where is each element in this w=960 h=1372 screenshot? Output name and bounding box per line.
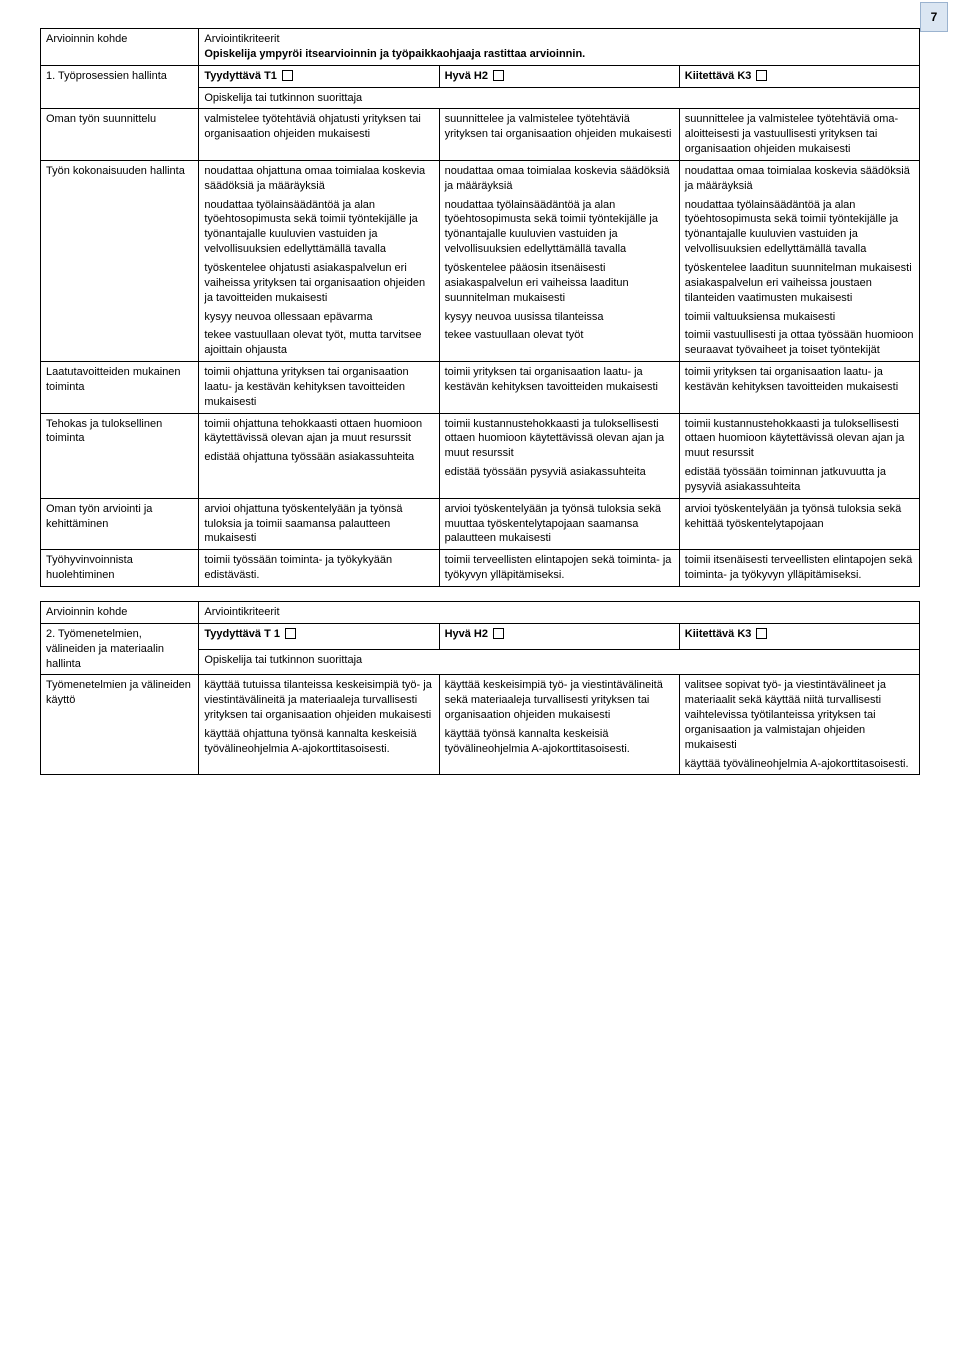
cell-t1: toimii ohjattuna tehokkaasti ottaen huom… — [199, 413, 439, 498]
table-row: Työhyvinvoinnista huolehtiminen toimii t… — [41, 550, 920, 587]
row-label: Työn kokonaisuuden hallinta — [41, 160, 199, 361]
cell-h2: noudattaa omaa toimialaa koskevia säädök… — [439, 160, 679, 361]
t2-header-label: Arvioinnin kohde — [41, 602, 199, 624]
grade-k3-checkbox[interactable] — [756, 70, 767, 81]
row-label: Työmenetelmien ja välineiden käyttö — [41, 675, 199, 775]
criteria-title: Arviointikriteerit — [204, 33, 279, 45]
grade-t1-cell: Tyydyttävä T 1 — [199, 623, 439, 649]
table-row: Työmenetelmien ja välineiden käyttö käyt… — [41, 675, 920, 775]
cell-t1: toimii ohjattuna yrityksen tai organisaa… — [199, 362, 439, 414]
cell-h2: toimii kustannustehokkaasti ja tuloksell… — [439, 413, 679, 498]
table-row: Oman työn suunnittelu valmistelee työteh… — [41, 109, 920, 161]
cell-t1: valmistelee työtehtäviä ohjatusti yrityk… — [199, 109, 439, 161]
cell-k3: arvioi työskentelyään ja työnsä tuloksia… — [679, 498, 919, 550]
grade-t1-label: Tyydyttävä T1 — [204, 70, 277, 82]
cell-h2: arvioi työskentelyään ja työnsä tuloksia… — [439, 498, 679, 550]
row-label: Oman työn arviointi ja kehittäminen — [41, 498, 199, 550]
grade-h2-checkbox[interactable] — [493, 70, 504, 81]
grade-h2-label: Hyvä H2 — [445, 70, 488, 82]
cell-t1: käyttää tutuissa tilanteissa keskeisimpi… — [199, 675, 439, 775]
table-row: Laatutavoitteiden mukainen toiminta toim… — [41, 362, 920, 414]
cell-t1: toimii työssään toiminta- ja työkykyään … — [199, 550, 439, 587]
cell-k3: noudattaa omaa toimialaa koskevia säädök… — [679, 160, 919, 361]
grade-t1-checkbox[interactable] — [285, 628, 296, 639]
cell-h2: toimii yrityksen tai organisaation laatu… — [439, 362, 679, 414]
cell-k3: toimii itsenäisesti terveellisten elinta… — [679, 550, 919, 587]
grade-h2-label: Hyvä H2 — [445, 628, 488, 640]
t1-row-label-process: 1. Työprosessien hallinta — [41, 65, 199, 109]
table-row: Oman työn arviointi ja kehittäminen arvi… — [41, 498, 920, 550]
criteria-subtitle: Opiskelija ympyröi itsearvioinnin ja työ… — [204, 48, 585, 60]
cell-k3: toimii kustannustehokkaasti ja tuloksell… — [679, 413, 919, 498]
grade-t1-cell: Tyydyttävä T1 — [199, 65, 439, 87]
table-row: Tehokas ja tuloksellinen toiminta toimii… — [41, 413, 920, 498]
cell-t1: noudattaa ohjattuna omaa toimialaa koske… — [199, 160, 439, 361]
grade-k3-cell: Kiitettävä K3 — [679, 65, 919, 87]
cell-k3: toimii yrityksen tai organisaation laatu… — [679, 362, 919, 414]
grade-h2-cell: Hyvä H2 — [439, 623, 679, 649]
cell-k3: valitsee sopivat työ- ja viestintäväline… — [679, 675, 919, 775]
cell-h2: suunnittelee ja valmistelee työtehtäviä … — [439, 109, 679, 161]
row-label: Työhyvinvoinnista huolehtiminen — [41, 550, 199, 587]
grade-h2-cell: Hyvä H2 — [439, 65, 679, 87]
assessment-table-1: Arvioinnin kohde Arviointikriteerit Opis… — [40, 28, 920, 587]
row-label: Laatutavoitteiden mukainen toiminta — [41, 362, 199, 414]
cell-h2: käyttää keskeisimpiä työ- ja viestintävä… — [439, 675, 679, 775]
grade-t1-label: Tyydyttävä T 1 — [204, 628, 280, 640]
t1-header-label: Arvioinnin kohde — [41, 29, 199, 66]
grade-h2-checkbox[interactable] — [493, 628, 504, 639]
table-row: Työn kokonaisuuden hallinta noudattaa oh… — [41, 160, 920, 361]
cell-h2: toimii terveellisten elintapojen sekä to… — [439, 550, 679, 587]
t2-row-label-methods: 2. Työmenetelmien, välineiden ja materia… — [41, 623, 199, 675]
grade-k3-checkbox[interactable] — [756, 628, 767, 639]
t1-header-criteria: Arviointikriteerit Opiskelija ympyröi it… — [199, 29, 920, 66]
cell-k3: suunnittelee ja valmistelee työtehtäviä … — [679, 109, 919, 161]
grade-k3-label: Kiitettävä K3 — [685, 628, 752, 640]
grade-k3-label: Kiitettävä K3 — [685, 70, 752, 82]
t2-header-criteria: Arviointikriteerit — [199, 602, 920, 624]
cell-t1: arvioi ohjattuna työskentelyään ja työns… — [199, 498, 439, 550]
t2-span-student: Opiskelija tai tutkinnon suorittaja — [199, 649, 920, 675]
grade-k3-cell: Kiitettävä K3 — [679, 623, 919, 649]
page-number-badge: 7 — [920, 2, 948, 32]
row-label: Tehokas ja tuloksellinen toiminta — [41, 413, 199, 498]
grade-t1-checkbox[interactable] — [282, 70, 293, 81]
row-label: Oman työn suunnittelu — [41, 109, 199, 161]
t1-span-student: Opiskelija tai tutkinnon suorittaja — [199, 87, 920, 109]
assessment-table-2: Arvioinnin kohde Arviointikriteerit 2. T… — [40, 601, 920, 775]
